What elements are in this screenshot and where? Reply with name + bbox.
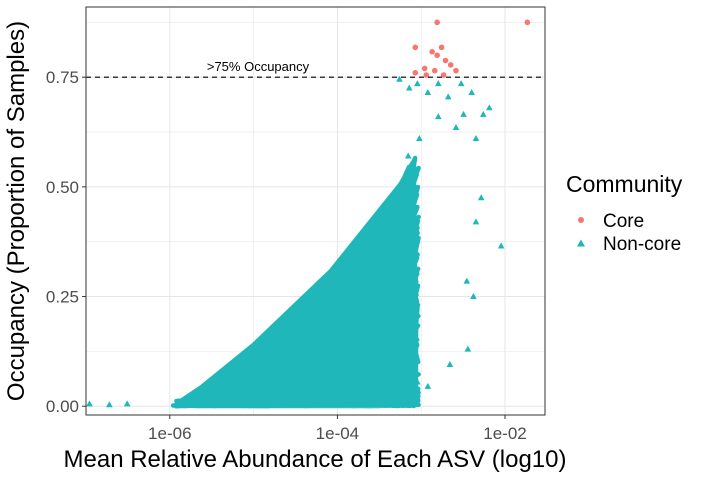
point-core (412, 70, 419, 76)
point-core (447, 62, 454, 68)
x-tick-label: 1e-02 (483, 424, 526, 443)
point-non-core (470, 292, 477, 299)
point-non-core (497, 242, 505, 249)
y-axis-title: Occupancy (Proportion of Samples) (3, 21, 30, 401)
legend-key-core (578, 217, 584, 223)
data-points (86, 19, 531, 408)
point-non-core (472, 135, 480, 142)
point-core (431, 67, 438, 74)
point-core (421, 65, 428, 72)
plot-border (85, 6, 546, 416)
x-tick-label: 1e-04 (316, 424, 359, 443)
point-non-core (424, 382, 432, 389)
point-non-core (414, 80, 421, 87)
non-core-point-cloud (170, 155, 421, 409)
y-tick-label: 0.25 (46, 288, 79, 307)
point-core (453, 67, 459, 74)
point-non-core (364, 392, 372, 399)
x-axis-title: Mean Relative Abundance of Each ASV (log… (64, 446, 567, 473)
point-non-core (123, 400, 131, 407)
point-core (524, 19, 531, 26)
legend-label-non-core: Non-core (603, 234, 681, 255)
point-non-core (424, 88, 432, 95)
legend-title: Community (566, 171, 683, 197)
legend-key-non-core (577, 239, 585, 247)
threshold-label: >75% Occupancy (207, 59, 310, 74)
point-non-core (463, 277, 471, 284)
point-non-core (405, 84, 413, 91)
point-core (438, 44, 445, 51)
point-core (423, 72, 430, 78)
point-core (440, 72, 447, 78)
point-non-core (435, 80, 442, 87)
y-tick-label: 0.50 (46, 178, 79, 197)
point-non-core (396, 75, 403, 82)
point-core (429, 48, 435, 55)
point-non-core (452, 124, 460, 131)
non-core-cloud-mass (170, 155, 421, 409)
point-non-core (384, 388, 392, 395)
axes: 1e-06 1e-04 1e-02 0.00 0.25 0.50 0.75 (46, 68, 527, 443)
point-non-core (472, 218, 480, 225)
y-tick-label: 0.00 (46, 397, 79, 416)
point-non-core (479, 110, 487, 117)
point-non-core (404, 152, 412, 159)
point-non-core (435, 113, 442, 120)
point-non-core (464, 345, 472, 352)
point-non-core (477, 194, 485, 201)
point-non-core (446, 360, 454, 367)
point-non-core (444, 93, 452, 100)
legend: Community Core Non-core (566, 171, 683, 255)
point-core (442, 57, 449, 64)
point-core (434, 19, 440, 26)
point-non-core (457, 80, 465, 87)
point-non-core (468, 88, 475, 95)
legend-label-core: Core (603, 211, 644, 232)
grid-lines (85, 7, 545, 415)
point-non-core (106, 401, 113, 408)
point-core (412, 44, 419, 51)
y-tick-label: 0.75 (46, 68, 79, 87)
point-non-core (460, 110, 467, 117)
point-core (434, 52, 440, 59)
point-non-core (86, 400, 93, 407)
point-non-core (486, 104, 493, 111)
x-tick-label: 1e-06 (148, 424, 191, 443)
point-non-core (414, 378, 421, 385)
point-non-core (416, 135, 423, 142)
